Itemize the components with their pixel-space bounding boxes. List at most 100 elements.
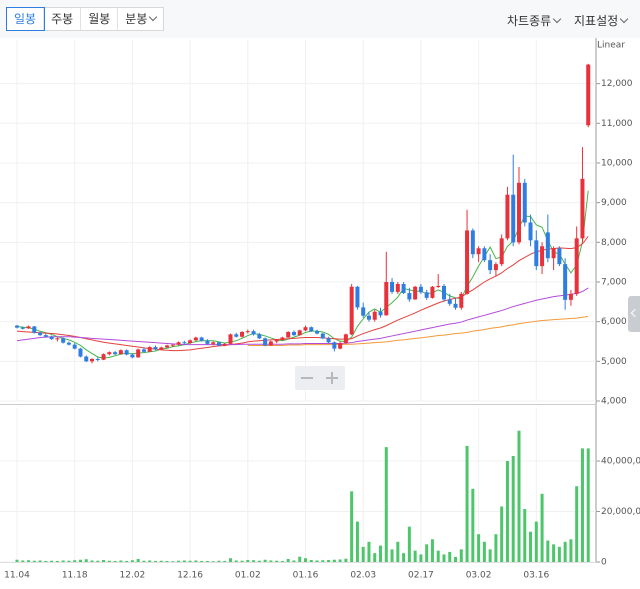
volume-bar [350, 491, 354, 562]
volume-bar [407, 526, 411, 562]
candle-body [153, 347, 158, 350]
y-tick-label: 11,000 [601, 119, 633, 129]
candle-body [349, 286, 354, 335]
volume-bar [44, 560, 48, 562]
label: 분봉 [125, 12, 148, 26]
candle-body [257, 334, 262, 339]
volume-bar [523, 508, 527, 562]
candle-body [15, 325, 19, 328]
moving-average-line [16, 190, 589, 359]
volume-bar [15, 559, 19, 562]
candle-body [182, 342, 187, 344]
candle-body [234, 334, 239, 337]
candle-body [66, 342, 71, 345]
volume-bar [361, 546, 365, 562]
volume-bar [96, 560, 100, 562]
period-button[interactable]: 분봉 [118, 8, 163, 30]
x-tick-label: 03.16 [523, 571, 549, 581]
volume-bar [575, 486, 579, 562]
candle-body [470, 230, 475, 255]
volume-bar [540, 493, 544, 562]
candle-body [384, 281, 389, 316]
candle-body [436, 285, 441, 287]
candle-body [413, 286, 418, 300]
y-tick-label: 4,000 [601, 397, 627, 407]
candle-body [130, 354, 135, 358]
y-tick-label: 12,000 [601, 79, 633, 89]
candle-body [107, 352, 112, 355]
volume-bar [257, 560, 261, 562]
volume-bar [182, 560, 186, 562]
volume-bar [21, 560, 25, 562]
candle-body [378, 311, 383, 316]
volume-bar [367, 541, 371, 562]
volume-bar [171, 561, 175, 562]
volume-bar [482, 541, 486, 562]
candle-body [228, 334, 233, 344]
candle-body [476, 248, 481, 255]
candle-body [159, 347, 164, 350]
volume-bar [153, 560, 157, 562]
candle-body [61, 338, 66, 343]
candle-body [90, 358, 95, 362]
candle-body [280, 337, 285, 340]
candle-body [528, 222, 533, 241]
candle-body [268, 341, 273, 346]
x-tick-label: 11.04 [4, 571, 30, 581]
volume-bar [246, 559, 250, 562]
period-button[interactable]: 일봉 [5, 7, 46, 31]
volume-bar [113, 560, 117, 562]
candle-body [222, 343, 227, 346]
period-button[interactable]: 주봉 [44, 8, 82, 30]
candle-body [32, 326, 37, 333]
x-tick-label: 01.16 [293, 571, 319, 581]
volume-bar [442, 554, 446, 562]
volume-bar [298, 556, 302, 562]
side-panel-toggle[interactable] [628, 296, 640, 332]
candle-body [240, 331, 245, 337]
candle-body [95, 358, 100, 360]
volume-bar [234, 560, 238, 562]
indicator-menu[interactable]: 지표설정 [574, 12, 629, 29]
volume-bar [500, 506, 504, 562]
volume-bar [142, 560, 146, 562]
volume-bar [286, 558, 290, 562]
volume-bar [459, 549, 463, 562]
candle-body [245, 331, 250, 333]
volume-bar [534, 521, 538, 562]
volume-bar [73, 560, 77, 562]
candle-body [534, 240, 539, 267]
zoom-out[interactable] [301, 377, 313, 379]
candle-body [390, 281, 395, 292]
zoom-control [295, 366, 345, 390]
volume-bar [90, 560, 94, 562]
volume-bar [188, 560, 192, 562]
volume-bar [477, 534, 481, 562]
volume-bar [338, 559, 342, 562]
y-tick-label: 5,000 [601, 357, 627, 367]
y-tick-label: 8,000 [601, 238, 627, 248]
x-tick-label: 03.02 [466, 571, 492, 581]
volume-bar [552, 544, 556, 562]
volume-bar [332, 559, 336, 562]
candle-body [78, 348, 83, 357]
candle-body [216, 342, 221, 346]
chart-type-menu[interactable]: 차트종류 [507, 12, 562, 29]
period-button[interactable]: 월봉 [81, 8, 119, 30]
candle-body [199, 337, 204, 341]
volume-bar [384, 447, 388, 562]
volume-bar [373, 553, 377, 562]
candle-body [366, 315, 371, 320]
candle-body [516, 182, 521, 243]
candle-body [20, 327, 25, 329]
volume-bar [448, 551, 452, 562]
volume-bar [517, 430, 521, 562]
toolbar: 일봉 주봉 월봉 분봉 차트종류 지표설정 [0, 0, 640, 38]
candle-body [251, 331, 256, 335]
candle-body [568, 293, 573, 300]
volume-bar [379, 545, 383, 562]
scale-label: Linear [597, 41, 625, 51]
x-tick-label: 12.16 [177, 571, 203, 581]
candle-body [326, 338, 331, 343]
